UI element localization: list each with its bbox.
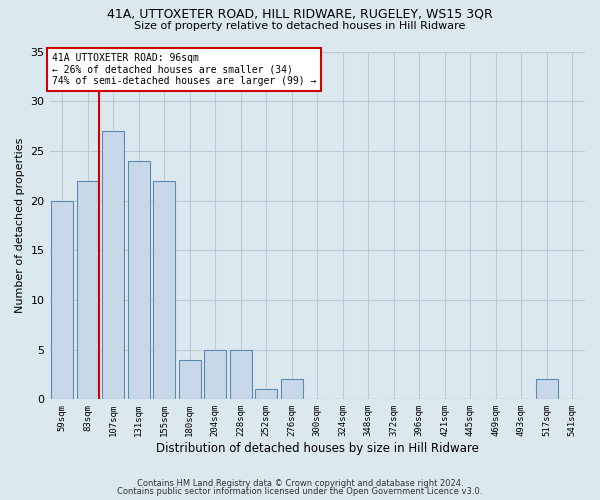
Bar (154, 180, 175, 400)
Bar (77, 180, 98, 400)
Bar (103, 131, 124, 400)
Text: Contains HM Land Registry data © Crown copyright and database right 2024.: Contains HM Land Registry data © Crown c… (137, 478, 463, 488)
Bar (281, 380, 302, 400)
Text: 41A UTTOXETER ROAD: 96sqm
← 26% of detached houses are smaller (34)
74% of semi-: 41A UTTOXETER ROAD: 96sqm ← 26% of detac… (52, 53, 317, 86)
X-axis label: Distribution of detached houses by size in Hill Ridware: Distribution of detached houses by size … (156, 442, 479, 455)
Text: Size of property relative to detached houses in Hill Ridware: Size of property relative to detached ho… (134, 21, 466, 31)
Bar (128, 161, 149, 400)
Bar (536, 380, 557, 400)
Bar (52, 200, 73, 400)
Text: Contains public sector information licensed under the Open Government Licence v3: Contains public sector information licen… (118, 487, 482, 496)
Text: 41A, UTTOXETER ROAD, HILL RIDWARE, RUGELEY, WS15 3QR: 41A, UTTOXETER ROAD, HILL RIDWARE, RUGEL… (107, 8, 493, 20)
Bar (256, 390, 277, 400)
Bar (205, 350, 226, 400)
Bar (179, 360, 200, 400)
Bar (230, 350, 251, 400)
Y-axis label: Number of detached properties: Number of detached properties (15, 138, 25, 313)
